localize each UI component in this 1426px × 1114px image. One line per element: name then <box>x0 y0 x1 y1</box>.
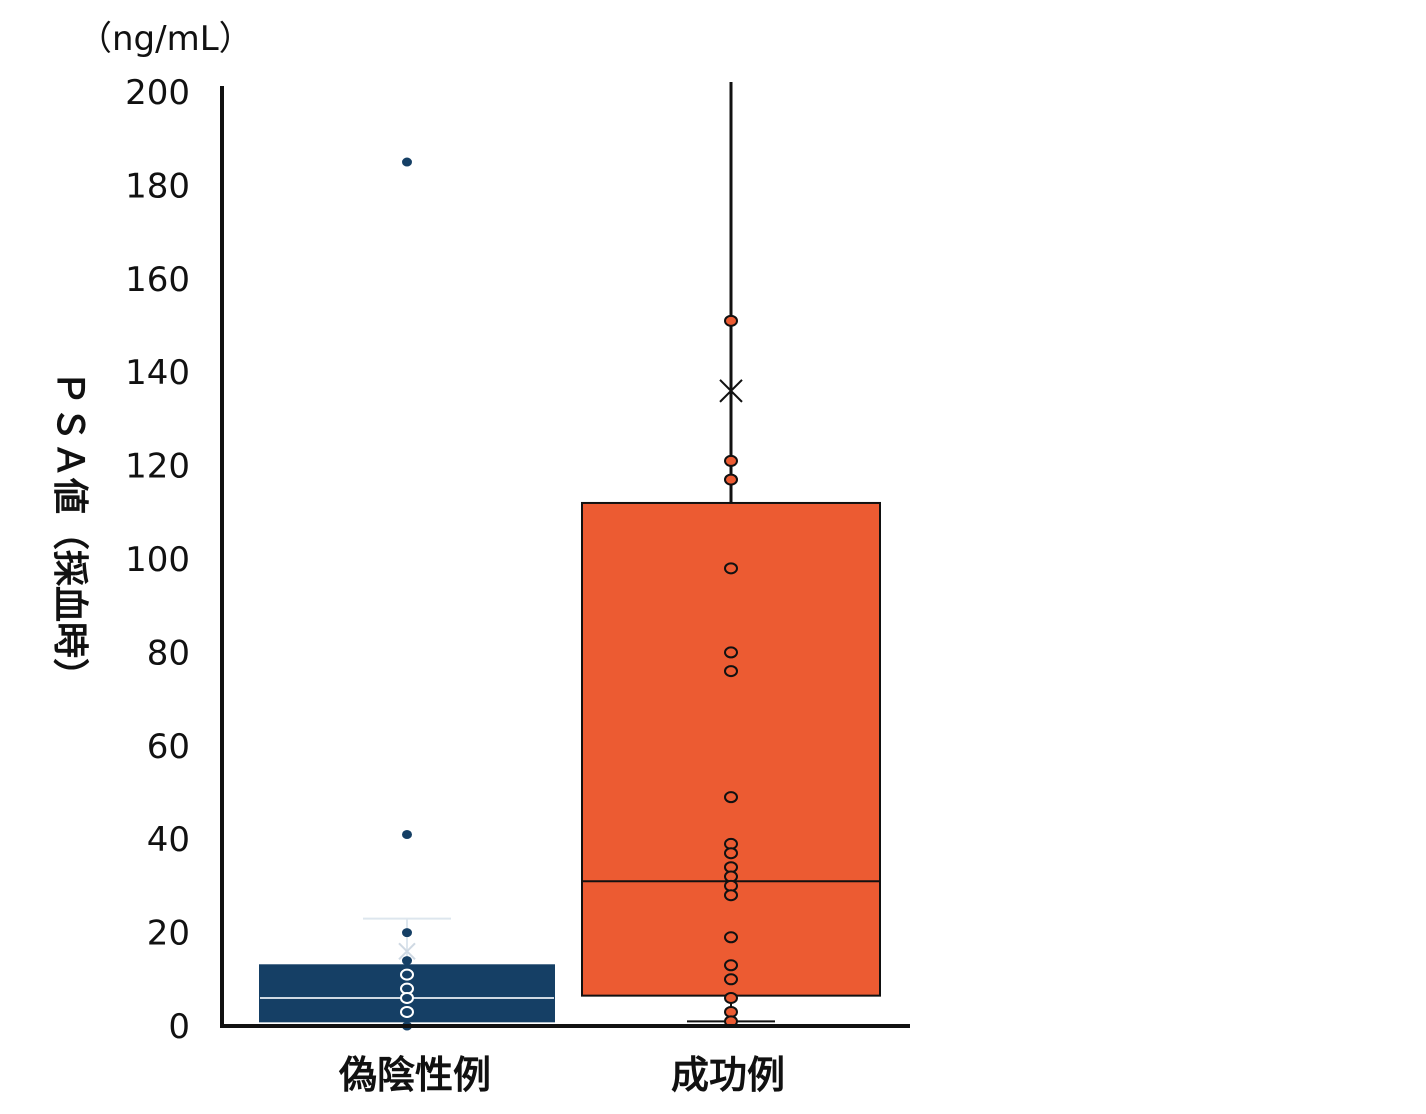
data-point <box>724 454 738 467</box>
x-category-label: 偽陰性例 <box>338 1053 491 1097</box>
data-point <box>724 791 738 804</box>
y-tick-label: 160 <box>125 260 190 300</box>
data-point <box>724 889 738 902</box>
data-point <box>402 830 412 840</box>
data-point <box>724 665 738 678</box>
data-point <box>724 973 738 986</box>
mean-marker <box>719 379 743 403</box>
x-category-label: 成功例 <box>671 1053 785 1097</box>
y-tick-label: 100 <box>125 540 190 580</box>
x-axis-categories: 偽陰性例 成功例 <box>338 1053 785 1097</box>
boxes-layer <box>259 82 881 1031</box>
data-point <box>402 928 412 938</box>
data-point <box>402 157 412 167</box>
axes-layer <box>220 86 910 1028</box>
y-tick-label: 0 <box>168 1007 190 1047</box>
y-tick-label: 20 <box>147 914 190 954</box>
y-tick-label: 60 <box>147 727 190 767</box>
y-tick-label: 40 <box>147 820 190 860</box>
data-point <box>400 968 414 981</box>
y-axis-unit-label: （ng/mL） <box>78 19 253 59</box>
data-point <box>724 959 738 972</box>
y-tick-label: 80 <box>147 633 190 673</box>
data-point <box>724 562 738 575</box>
data-point <box>724 931 738 944</box>
data-point <box>724 847 738 860</box>
data-point <box>724 991 738 1004</box>
data-point <box>400 1005 414 1018</box>
data-point <box>400 991 414 1004</box>
data-point <box>402 956 412 966</box>
y-tick-label: 140 <box>125 353 190 393</box>
box-group <box>259 157 555 1031</box>
y-tick-label: 200 <box>125 73 190 113</box>
data-point <box>724 473 738 486</box>
y-axis-ticks: 0 20 40 60 80 100 120 140 160 180 200 <box>125 73 190 1047</box>
mean-marker <box>398 942 416 960</box>
box-iqr <box>581 501 881 997</box>
box-group <box>581 82 881 1028</box>
y-axis-title: ＰＳＡ値（採血時） <box>49 370 90 694</box>
y-tick-label: 120 <box>125 447 190 487</box>
data-point <box>724 314 738 327</box>
y-tick-label: 180 <box>125 166 190 206</box>
data-point <box>724 646 738 659</box>
